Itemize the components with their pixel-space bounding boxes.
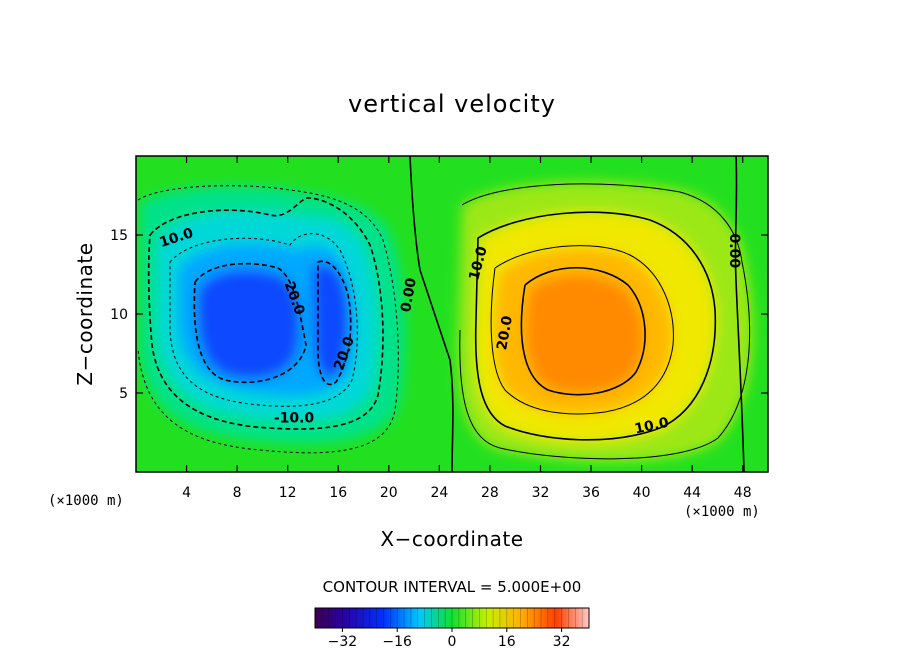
y-axis-label: Z−coordinate — [73, 242, 97, 385]
contour-label: -10.0 — [274, 410, 315, 426]
x-axis-label: X−coordinate — [380, 527, 523, 551]
x-tick-label: 40 — [633, 485, 651, 501]
colorbar-tick-label: 32 — [553, 634, 571, 650]
contour-neg20-left — [193, 262, 307, 384]
y-axis-ticks: 5 10 15 — [110, 228, 768, 402]
field-neg-core-left — [197, 269, 301, 380]
colorbar-ticks: −32 −16 0 16 32 — [328, 628, 571, 650]
contour-lines — [137, 156, 751, 472]
field-pos-core — [525, 275, 643, 393]
y-tick-label: 10 — [110, 307, 128, 323]
y-tick-label: 15 — [110, 228, 128, 244]
x-tick-label: 48 — [734, 485, 752, 501]
contour-pos15 — [490, 245, 674, 415]
colorbar-tick-label: −32 — [328, 634, 358, 650]
colorbar-tick-label: 16 — [498, 634, 516, 650]
contour-zero — [409, 156, 454, 472]
x-tick-label: 28 — [481, 485, 499, 501]
contour-pos20 — [520, 267, 646, 396]
contour-label: 0.00 — [726, 234, 742, 269]
x-tick-label: 44 — [683, 485, 701, 501]
contour-neg10 — [147, 197, 384, 430]
contour-label: 0.00 — [398, 276, 420, 313]
field-neg-core-right — [312, 264, 350, 379]
colorbar-segments — [321, 608, 583, 628]
x-tick-label: 12 — [279, 485, 297, 501]
x-tick-label: 4 — [182, 485, 191, 501]
x-tick-label: 32 — [532, 485, 550, 501]
x-tick-label: 20 — [380, 485, 398, 501]
x-tick-label: 24 — [430, 485, 448, 501]
contour-pos5 — [459, 183, 751, 460]
y-tick-label: 5 — [119, 386, 128, 402]
contour-neg20-right — [317, 260, 352, 386]
colorbar-tick-label: 0 — [448, 634, 457, 650]
contour-pos10 — [474, 211, 717, 441]
contour-label: 20.0 — [494, 314, 516, 351]
x-unit-label-right: (×1000 m) — [684, 504, 760, 520]
color-field — [140, 181, 753, 462]
x-axis-ticks: 4 8 12 16 20 24 28 32 36 40 44 48 — [182, 156, 752, 501]
x-unit-label-left: (×1000 m) — [48, 493, 124, 509]
x-tick-label: 36 — [582, 485, 600, 501]
x-tick-label: 16 — [329, 485, 347, 501]
chart-title: vertical velocity — [348, 90, 556, 118]
x-tick-label: 8 — [233, 485, 242, 501]
colorbar-tick-label: −16 — [382, 634, 412, 650]
contour-right-zero — [734, 156, 745, 472]
plot-area — [136, 156, 768, 472]
contour-label: 10.0 — [633, 415, 670, 438]
contour-interval-label: CONTOUR INTERVAL = 5.000E+00 — [323, 578, 582, 596]
